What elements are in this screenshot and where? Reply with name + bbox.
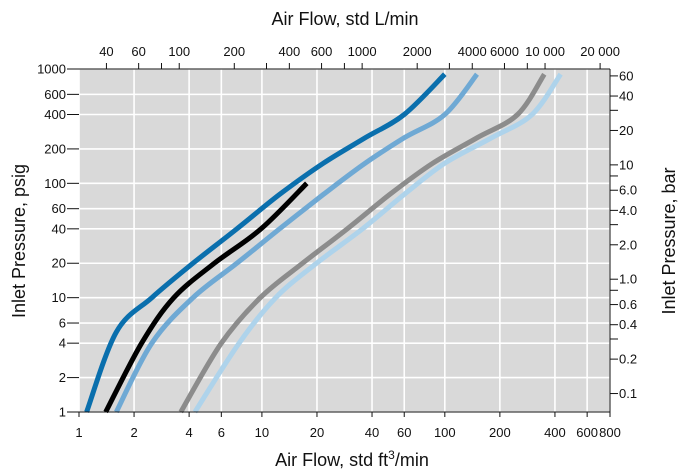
bottom-tick-label-4: 10 xyxy=(255,425,269,440)
right-tick-label-8: 10 xyxy=(619,157,633,172)
bottom-tick-label-3: 6 xyxy=(218,425,225,440)
left-tick-label-9: 200 xyxy=(44,141,66,156)
right-tick-label-5: 2.0 xyxy=(619,237,637,252)
left-tick-label-5: 20 xyxy=(52,256,66,271)
left-tick-label-3: 6 xyxy=(59,316,66,331)
top-tick-label-1: 60 xyxy=(131,44,145,59)
bottom-tick-label-8: 100 xyxy=(434,425,456,440)
right-axis-title: Inlet Pressure, bar xyxy=(659,167,679,314)
top-tick-label-6: 1000 xyxy=(348,44,377,59)
bottom-tick-label-6: 40 xyxy=(365,425,379,440)
series-line-1 xyxy=(103,181,309,414)
bottom-axis-title-main: Air Flow, std ft xyxy=(275,450,388,470)
left-tick-label-10: 400 xyxy=(44,107,66,122)
bottom-tick-label-7: 60 xyxy=(397,425,411,440)
right-tick-label-7: 6.0 xyxy=(619,183,637,198)
right-tick-label-6: 4.0 xyxy=(619,203,637,218)
left-tick-label-11: 600 xyxy=(44,87,66,102)
right-tick-label-0: 0.1 xyxy=(619,386,637,401)
left-tick-label-7: 60 xyxy=(52,201,66,216)
left-axis-title: Inlet Pressure, psig xyxy=(9,164,29,318)
left-tick-label-1: 2 xyxy=(59,370,66,385)
left-tick-label-4: 10 xyxy=(52,290,66,305)
right-tick-label-3: 0.6 xyxy=(619,297,637,312)
bottom-tick-label-1: 2 xyxy=(130,425,137,440)
top-tick-label-2: 100 xyxy=(168,44,190,59)
bottom-axis-title-tail: /min xyxy=(395,450,429,470)
left-tick-label-8: 100 xyxy=(44,176,66,191)
left-tick-label-0: 1 xyxy=(59,405,66,420)
series-line-4 xyxy=(192,72,563,414)
left-tick-label-12: 1000 xyxy=(37,62,66,77)
right-tick-label-10: 40 xyxy=(619,89,633,104)
bottom-axis-title-superscript: 3 xyxy=(388,448,395,462)
right-tick-label-2: 0.4 xyxy=(619,317,637,332)
bottom-tick-label-9: 200 xyxy=(489,425,511,440)
top-tick-label-5: 600 xyxy=(311,44,333,59)
bottom-tick-label-2: 4 xyxy=(186,425,193,440)
series-line-3 xyxy=(178,72,547,414)
top-axis-title: Air Flow, std L/min xyxy=(271,9,418,29)
right-tick-label-11: 60 xyxy=(619,68,633,83)
axes: 1 2 4 6 10 20 40 60 100 200 400 600 8001246102040601… xyxy=(37,44,637,440)
bottom-tick-label-10: 400 xyxy=(544,425,566,440)
right-tick-label-9: 20 xyxy=(619,123,633,138)
bottom-axis-title: Air Flow, std ft3/min xyxy=(275,448,429,470)
top-tick-label-7: 2000 xyxy=(403,44,432,59)
top-tick-label-4: 400 xyxy=(278,44,300,59)
right-tick-label-4: 1.0 xyxy=(619,272,637,287)
top-tick-label-10: 10 000 xyxy=(525,44,565,59)
bottom-tick-label-0: 1 xyxy=(75,425,82,440)
top-tick-label-11: 20 000 xyxy=(580,44,620,59)
left-tick-label-6: 40 xyxy=(52,221,66,236)
right-tick-label-1: 0.2 xyxy=(619,352,637,367)
series-lines xyxy=(84,72,563,414)
top-tick-label-8: 4000 xyxy=(458,44,487,59)
series-line-2 xyxy=(114,72,479,414)
bottom-tick-label-11: 600 xyxy=(576,425,598,440)
bottom-tick-label-12: 800 xyxy=(599,425,621,440)
top-tick-label-3: 200 xyxy=(223,44,245,59)
top-tick-label-9: 6000 xyxy=(490,44,519,59)
top-tick-label-0: 40 xyxy=(99,44,113,59)
bottom-tick-label-5: 20 xyxy=(310,425,324,440)
left-tick-label-2: 4 xyxy=(59,336,66,351)
series-line-0 xyxy=(84,72,447,413)
